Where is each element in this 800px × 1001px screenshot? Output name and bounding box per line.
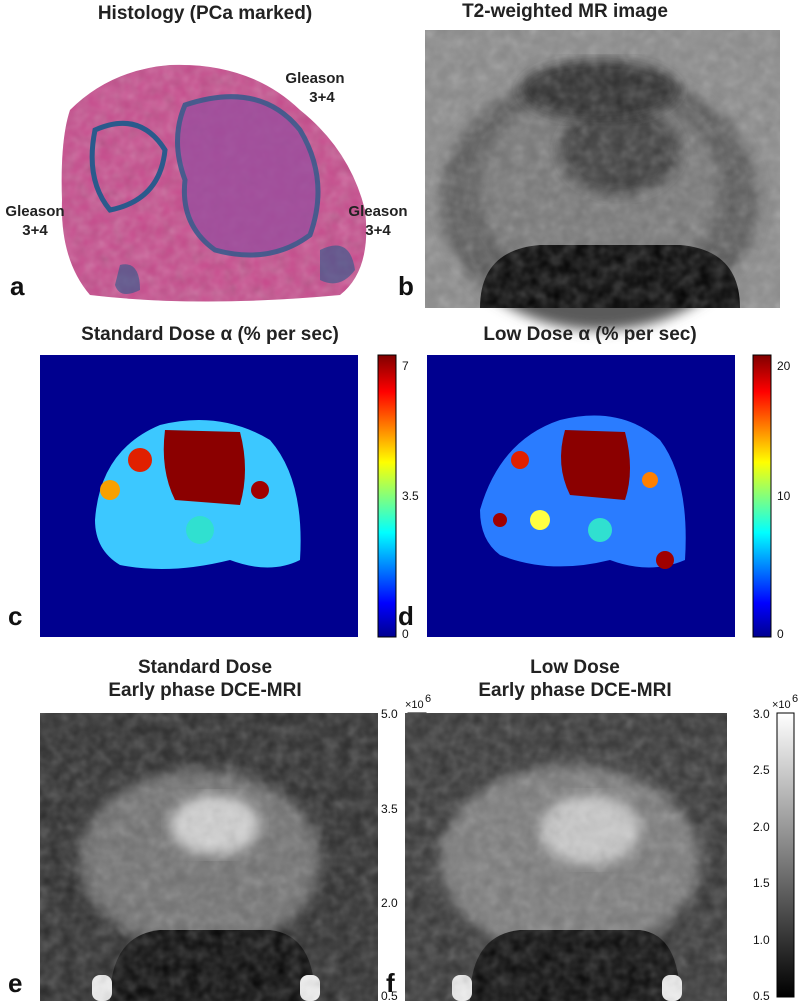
colorbar-tick: 3.5: [381, 802, 398, 816]
mr-image: [425, 30, 780, 330]
colorbar: [377, 354, 397, 638]
panel-title: Early phase DCE-MRI: [478, 680, 671, 701]
colorbar-exponent: 6: [792, 693, 798, 705]
dce-image: [40, 713, 378, 1001]
panel-title: Standard Dose: [138, 657, 272, 678]
annotation: Gleason: [285, 70, 344, 87]
colorbar-tick: 3.0: [753, 707, 770, 721]
colorbar-multiplier: ×10: [772, 699, 791, 711]
panel-title: Standard Dose α (% per sec): [81, 324, 339, 345]
annotation: 3+4: [365, 222, 391, 239]
dce-image: [405, 713, 727, 1001]
panel-letter: e: [8, 968, 22, 998]
colorbar-tick: 20: [777, 359, 791, 373]
alpha-map: [40, 355, 358, 637]
colorbar-tick: 0: [402, 627, 409, 641]
annotation: Gleason: [5, 203, 64, 220]
colorbar-tick: 2.5: [753, 763, 770, 777]
panel-letter: f: [386, 968, 395, 998]
colorbar-tick: 1.5: [753, 876, 770, 890]
histology-image: [61, 64, 367, 302]
colorbar: [776, 712, 795, 998]
colorbar-multiplier: ×10: [405, 699, 424, 711]
colorbar-tick: 1.0: [753, 933, 770, 947]
colorbar-tick: 2.0: [753, 820, 770, 834]
panel-title: Early phase DCE-MRI: [108, 680, 301, 701]
colorbar-tick: 0.5: [381, 989, 398, 1001]
colorbar-tick: 3.5: [402, 489, 419, 503]
panel-letter: d: [398, 601, 414, 631]
panel-letter: c: [8, 601, 22, 631]
annotation: 3+4: [22, 222, 48, 239]
panel-letter: b: [398, 271, 414, 301]
colorbar: [752, 354, 772, 638]
colorbar-tick: 7: [402, 359, 409, 373]
panel-title: T2-weighted MR image: [462, 1, 668, 22]
colorbar-tick: 0: [777, 627, 784, 641]
colorbar-tick: 5.0: [381, 707, 398, 721]
colorbar-tick: 10: [777, 489, 791, 503]
panel-title: Low Dose: [530, 657, 620, 678]
panel-title: Histology (PCa marked): [98, 3, 312, 24]
panel-title: Low Dose α (% per sec): [483, 324, 696, 345]
annotation: Gleason: [348, 203, 407, 220]
colorbar-exponent: 6: [425, 693, 431, 705]
panel-letter: a: [10, 271, 25, 301]
colorbar-tick: 2.0: [381, 896, 398, 910]
annotation: 3+4: [309, 89, 335, 106]
colorbar-tick: 0.5: [753, 989, 770, 1001]
alpha-map: [427, 355, 735, 637]
